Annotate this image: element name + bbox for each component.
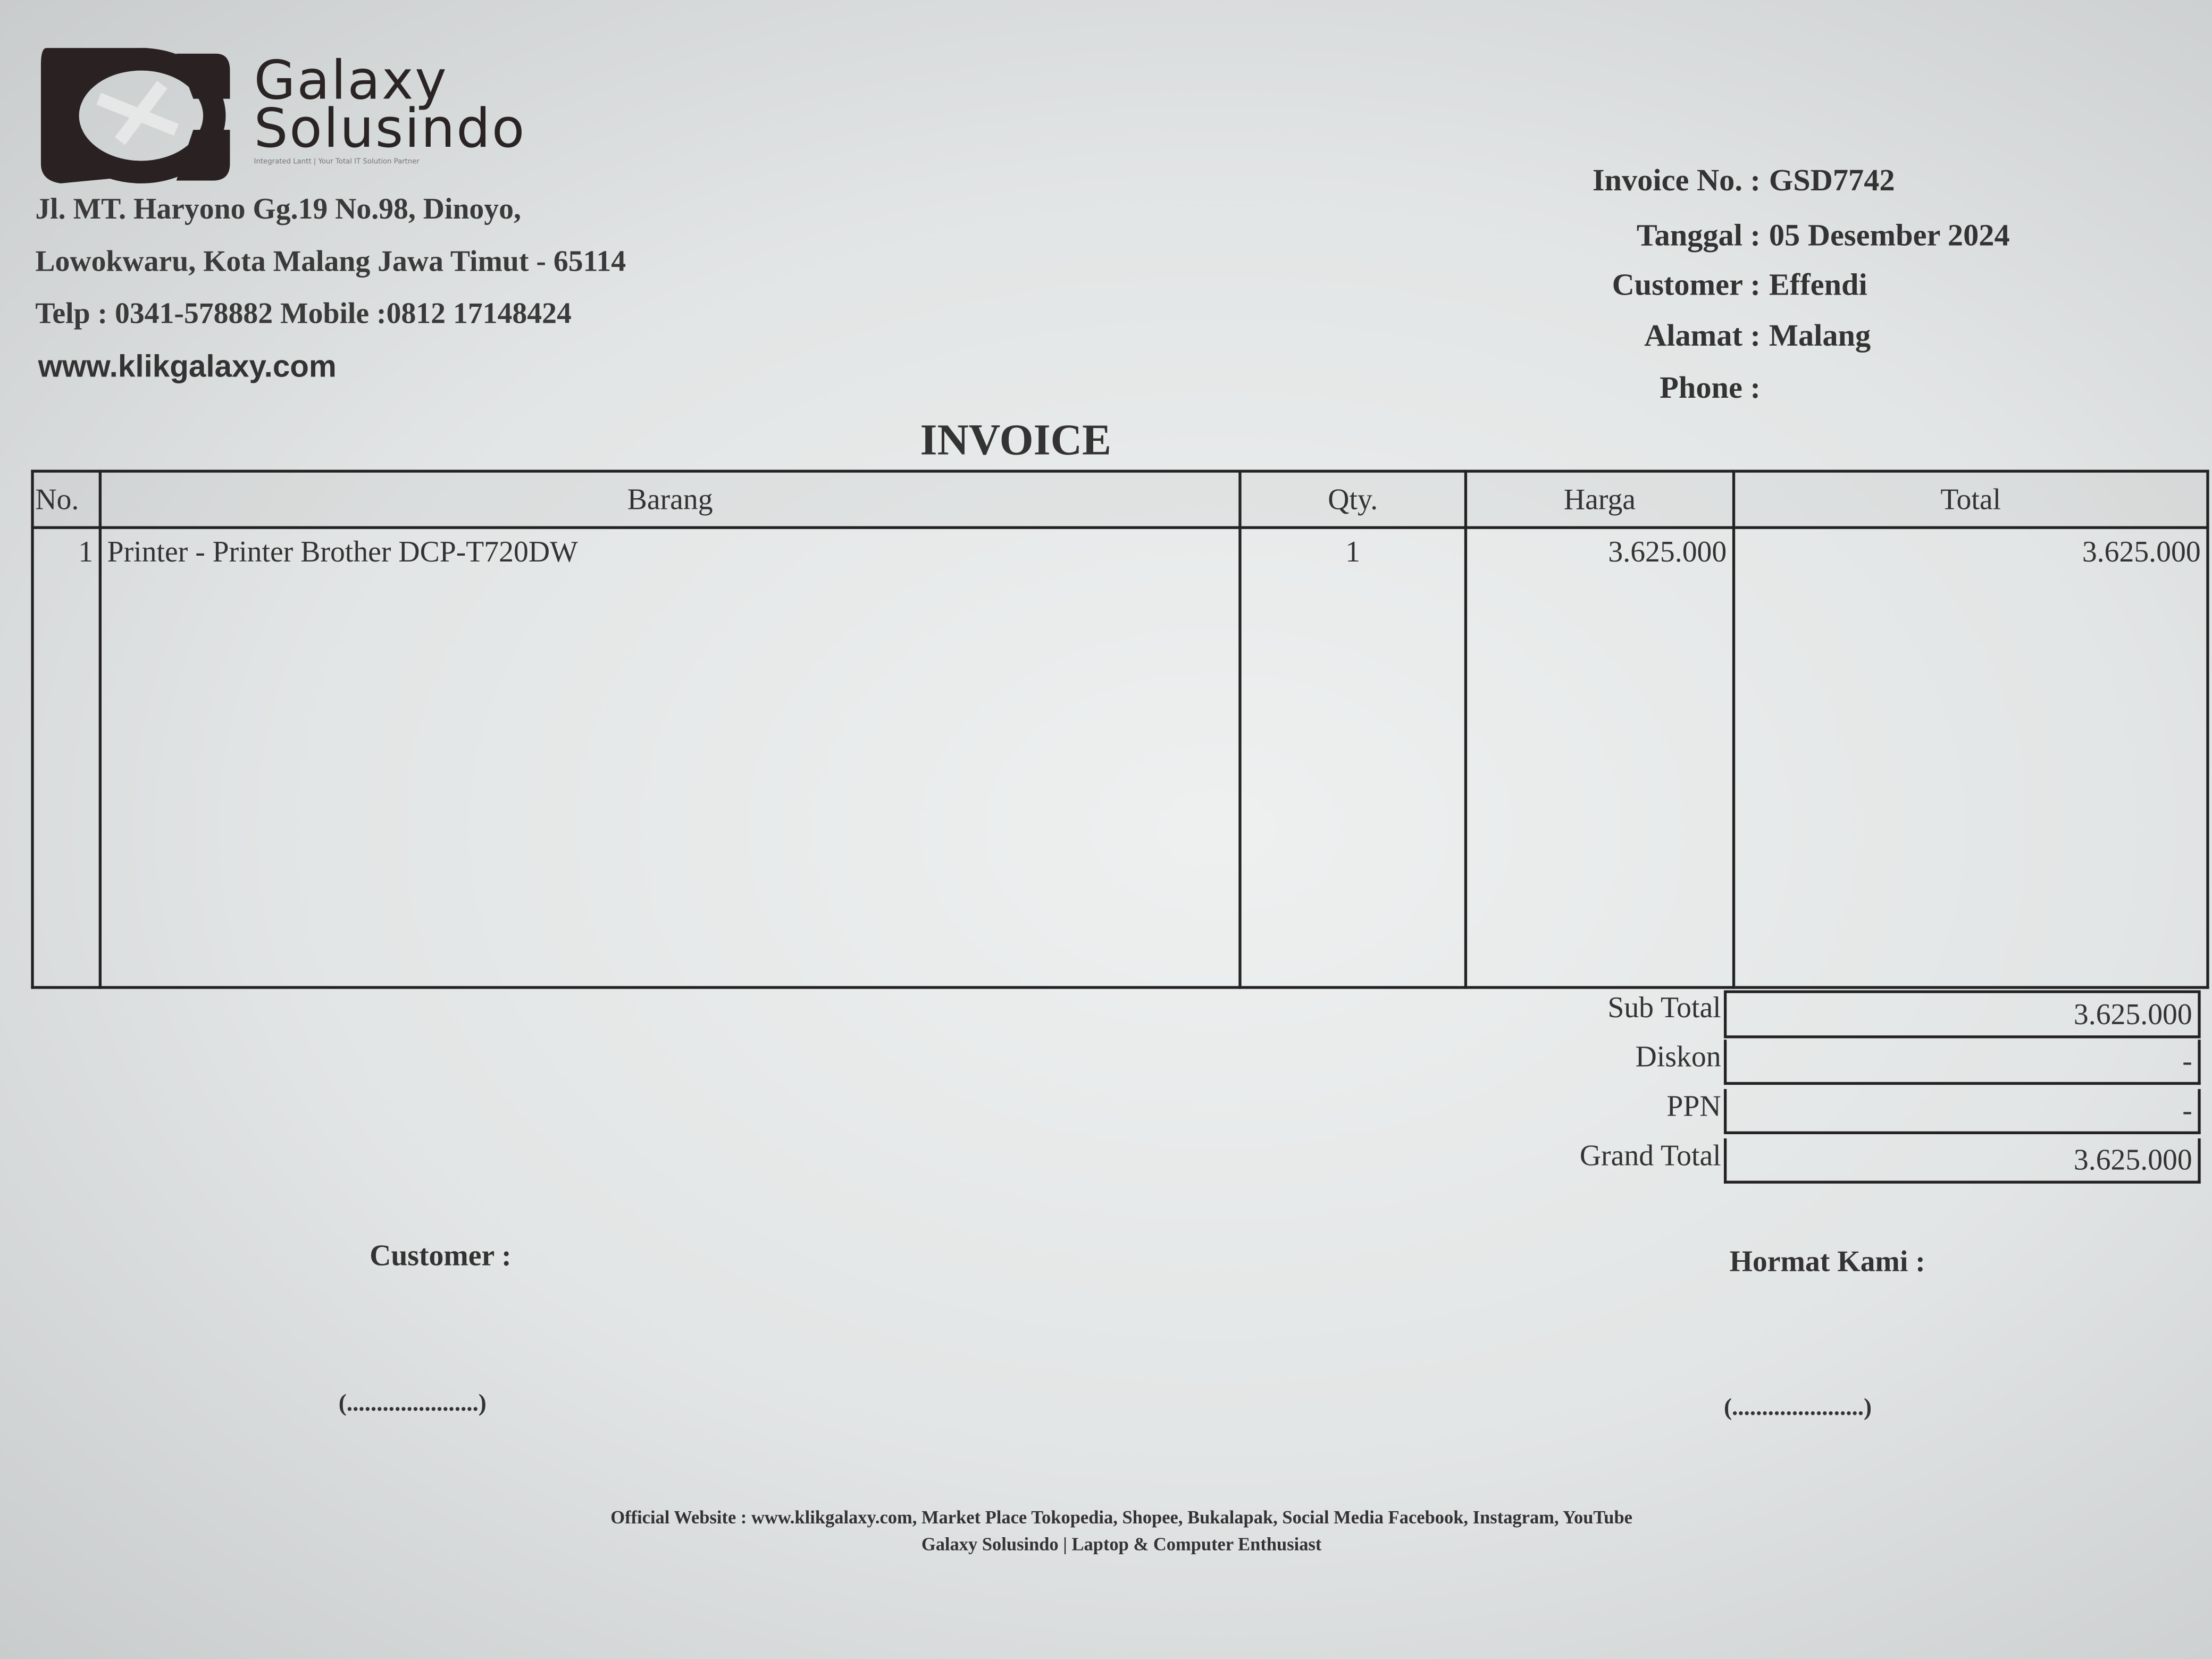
ppn-value: -	[1723, 1089, 2201, 1135]
customer-row: Customer : Effendi	[1467, 266, 2173, 303]
discount-row: Diskon -	[1411, 1040, 2201, 1085]
customer-label: Customer :	[1612, 266, 1761, 302]
company-signature-label: Hormat Kami :	[1729, 1244, 1925, 1278]
grand-total-value: 3.625.000	[1723, 1138, 2201, 1184]
address-label: Alamat :	[1644, 317, 1761, 353]
items-table: No. Barang Qty. Harga Total 1 Printer - …	[31, 470, 2209, 989]
header-barang: Barang	[98, 470, 1242, 529]
invoice-number-value: GSD7742	[1769, 162, 1895, 198]
company-name-line2: Solusindo	[254, 97, 526, 160]
ppn-row: PPN -	[1411, 1089, 2201, 1135]
subtotal-row: Sub Total 3.625.000	[1411, 990, 2201, 1038]
footer-line1: Official Website : www.klikgalaxy.com, M…	[610, 1506, 1632, 1528]
discount-label: Diskon	[1635, 1040, 1721, 1074]
cell-total: 3.625.000	[1732, 526, 2209, 989]
cell-no: 1	[31, 526, 102, 989]
cell-qty: 1	[1238, 526, 1468, 989]
customer-signature-label: Customer :	[370, 1238, 512, 1273]
footer-line2: Galaxy Solusindo | Laptop & Computer Ent…	[921, 1533, 1322, 1555]
table-row: 1 Printer - Printer Brother DCP-T720DW 1…	[31, 526, 2209, 989]
company-signature-line: (......................)	[1723, 1394, 1872, 1421]
header-qty: Qty.	[1238, 470, 1468, 529]
phone-row: Phone :	[1467, 370, 2173, 406]
invoice-number-row: Invoice No. : GSD7742	[1467, 162, 2173, 199]
grand-total-row: Grand Total 3.625.000	[1411, 1138, 2201, 1184]
subtotal-label: Sub Total	[1607, 990, 1721, 1025]
table-header-row: No. Barang Qty. Harga Total	[31, 470, 2209, 529]
discount-value: -	[1723, 1040, 2201, 1085]
subtotal-value: 3.625.000	[1723, 990, 2201, 1038]
invoice-number-label: Invoice No. :	[1592, 162, 1761, 198]
date-label: Tanggal :	[1636, 217, 1761, 253]
address-value: Malang	[1769, 317, 1871, 353]
header-harga: Harga	[1464, 470, 1736, 529]
header-total: Total	[1732, 470, 2209, 529]
galaxy-logo-icon	[40, 48, 230, 183]
date-row: Tanggal :05 Desember 2024	[1467, 217, 2173, 254]
header-no: No.	[31, 470, 102, 529]
grand-total-label: Grand Total	[1579, 1138, 1721, 1172]
cell-barang: Printer - Printer Brother DCP-T720DW	[98, 526, 1242, 989]
company-website: www.klikgalaxy.com	[38, 348, 337, 384]
company-name-line1: Galaxy	[254, 49, 448, 112]
phone-line: Telp : 0341-578882 Mobile :0812 17148424	[35, 296, 572, 330]
address-row: Alamat : Malang	[1467, 317, 2173, 354]
company-tagline: Integrated Lantt | Your Total IT Solutio…	[254, 158, 420, 167]
phone-label: Phone :	[1660, 370, 1761, 405]
address-line2: Lowokwaru, Kota Malang Jawa Timut - 6511…	[35, 244, 626, 278]
phone-value	[1761, 370, 1769, 406]
date-value: 05 Desember 2024	[1769, 217, 2010, 253]
cell-harga: 3.625.000	[1464, 526, 1736, 989]
ppn-label: PPN	[1666, 1089, 1721, 1123]
customer-value: Effendi	[1769, 266, 1867, 302]
invoice-title: INVOICE	[920, 414, 1111, 464]
customer-signature-line: (......................)	[338, 1389, 487, 1417]
address-line1: Jl. MT. Haryono Gg.19 No.98, Dinoyo,	[35, 191, 521, 226]
